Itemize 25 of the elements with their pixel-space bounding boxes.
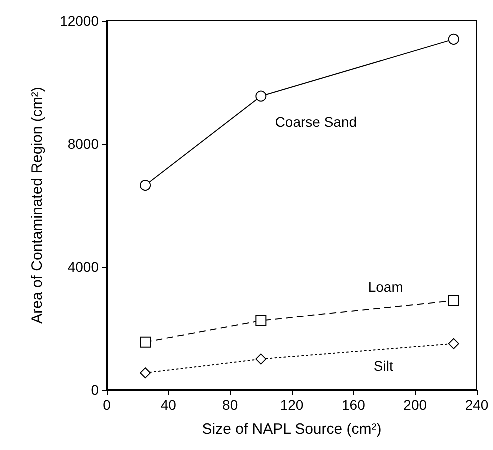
point — [448, 295, 460, 306]
x-tick-label: 200 — [404, 397, 428, 413]
x-tick-label: 120 — [280, 397, 304, 413]
x-tick-label: 160 — [342, 397, 366, 413]
y-tick-label: 0 — [91, 382, 100, 398]
x-tick-label: 240 — [465, 397, 489, 413]
point — [448, 34, 460, 45]
point — [140, 180, 152, 192]
point — [448, 338, 460, 350]
series-label: Coarse Sand — [275, 114, 358, 130]
series-label: Loam — [368, 278, 404, 295]
x-tick-label: 40 — [160, 397, 177, 413]
point — [256, 315, 267, 326]
y-tick-label: 12000 — [60, 13, 100, 29]
point — [256, 90, 267, 102]
x-axis-title: Size of NAPL Source (cm²) — [202, 421, 382, 438]
x-tick-label: 80 — [222, 397, 238, 413]
y-tick-label: 8000 — [68, 136, 100, 152]
y-tick-label: 4000 — [68, 259, 100, 275]
point — [140, 336, 152, 348]
x-tick-label: 0 — [103, 397, 112, 413]
point — [140, 368, 152, 379]
point — [256, 354, 267, 365]
series-label: Silt — [374, 358, 394, 374]
y-axis-title: Area of Contaminated Region (cm²) — [29, 87, 46, 324]
